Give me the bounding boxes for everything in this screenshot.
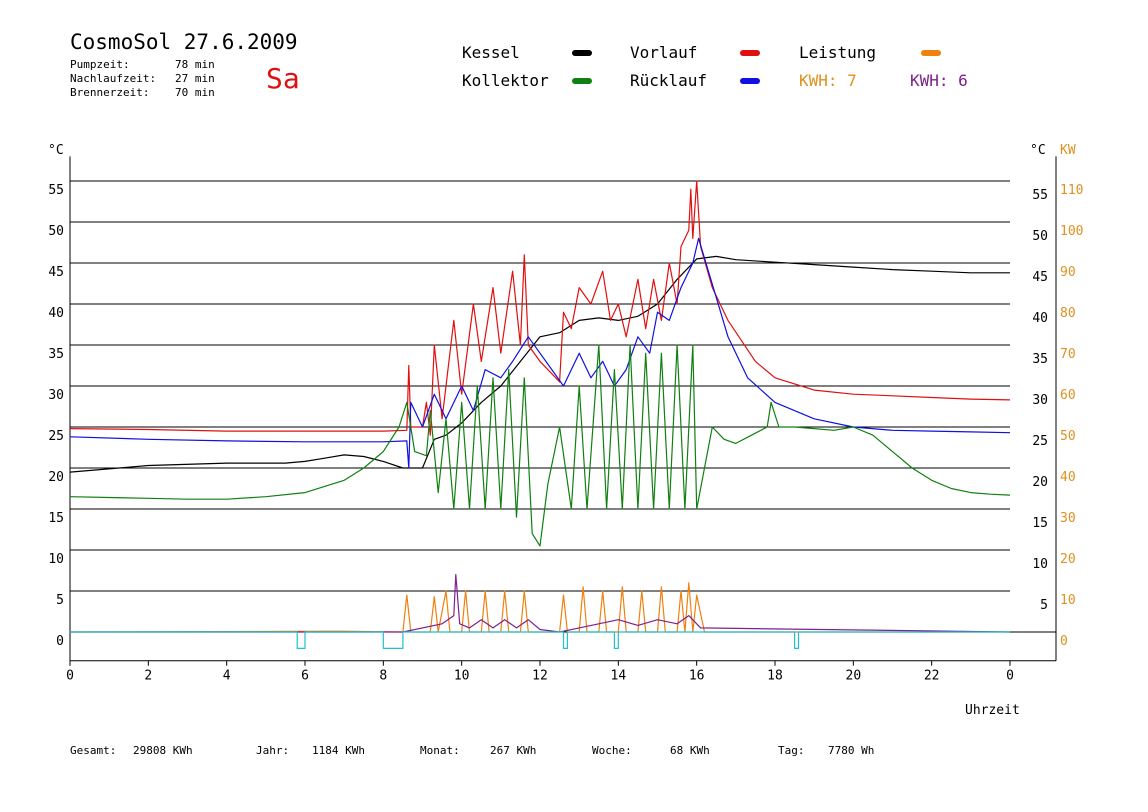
series-kollektor bbox=[69, 344, 1011, 547]
y-tick-right-label: 15 bbox=[1032, 516, 1048, 531]
y-tick-kw-label: 90 bbox=[1060, 265, 1076, 280]
y-tick-right-label: 55 bbox=[1032, 188, 1048, 203]
footer-tag-value: 7780 Wh bbox=[828, 744, 875, 757]
series-r-cklauf bbox=[69, 237, 1011, 469]
x-tick-label: 16 bbox=[689, 669, 705, 684]
legend-vorlauf-label: Vorlauf bbox=[630, 43, 698, 62]
y-tick-kw-label: 100 bbox=[1060, 224, 1083, 239]
legend-ruecklauf-swatch bbox=[740, 78, 760, 84]
stat-brennerzeit-label: Brennerzeit: bbox=[70, 86, 150, 99]
y-tick-right-label: 5 bbox=[1040, 598, 1048, 613]
series-lines bbox=[69, 180, 1011, 649]
y-tick-left-label: 0 bbox=[56, 634, 64, 649]
x-tick-label: 0 bbox=[66, 669, 74, 684]
y-tick-left-label: 30 bbox=[48, 388, 64, 403]
stat-nachlaufzeit-value: 27 min bbox=[175, 72, 215, 85]
y-tick-kw-label: 70 bbox=[1060, 347, 1076, 362]
footer-gesamt-label: Gesamt: bbox=[70, 744, 117, 757]
y-tick-right-label: 50 bbox=[1032, 229, 1048, 244]
x-tick-label: 6 bbox=[301, 669, 309, 684]
x-tick-label: 4 bbox=[223, 669, 231, 684]
x-tick-label: 0 bbox=[1006, 669, 1014, 684]
y-tick-kw-label: 40 bbox=[1060, 470, 1076, 485]
y-tick-right-label: 10 bbox=[1032, 557, 1048, 572]
legend-ruecklauf-label: Rücklauf bbox=[630, 71, 708, 90]
y-tick-right-label: 20 bbox=[1032, 475, 1048, 490]
x-tick-label: 2 bbox=[144, 669, 152, 684]
day-label: Sa bbox=[266, 62, 300, 95]
stat-nachlaufzeit-label: Nachlaufzeit: bbox=[70, 72, 157, 85]
footer-monat-label: Monat: bbox=[420, 744, 460, 757]
x-axis-label: Uhrzeit bbox=[965, 703, 1020, 718]
y-tick-left-label: 55 bbox=[48, 183, 64, 198]
footer-monat-value: 267 KWh bbox=[490, 744, 537, 757]
y-tick-right-label: 40 bbox=[1032, 311, 1048, 326]
stat-pumpzeit-label: Pumpzeit: bbox=[70, 58, 130, 71]
footer-jahr-label: Jahr: bbox=[256, 744, 290, 757]
x-tick-label: 10 bbox=[454, 669, 470, 684]
y-tick-right-label: 25 bbox=[1032, 434, 1048, 449]
y-tick-left-label: 40 bbox=[48, 306, 64, 321]
footer-woche-value: 68 KWh bbox=[670, 744, 710, 757]
y-axis-unit-kw: KW bbox=[1060, 143, 1076, 158]
x-tick-label: 22 bbox=[924, 669, 940, 684]
x-tick-label: 8 bbox=[379, 669, 387, 684]
legend-kessel-label: Kessel bbox=[462, 43, 520, 62]
axes bbox=[69, 156, 1057, 666]
footer-gesamt-value: 29808 KWh bbox=[133, 744, 193, 757]
y-tick-left-label: 5 bbox=[56, 593, 64, 608]
axis-labels: 0 2 4 6 8 10 12 14 16 18 20 22 005101520253035404550… bbox=[48, 143, 1083, 718]
footer-woche-label: Woche: bbox=[592, 744, 632, 757]
legend-leistung-swatch bbox=[921, 50, 941, 56]
y-tick-left-label: 50 bbox=[48, 224, 64, 239]
series-kwh-6 bbox=[70, 574, 1011, 633]
legend-kessel-swatch bbox=[572, 50, 592, 56]
legend-kwh-2: KWH: 6 bbox=[910, 71, 968, 90]
y-tick-right-label: 45 bbox=[1032, 270, 1048, 285]
legend-kollektor-swatch bbox=[572, 78, 592, 84]
footer-tag-label: Tag: bbox=[778, 744, 805, 757]
x-tick-label: 20 bbox=[846, 669, 862, 684]
legend-vorlauf-swatch bbox=[740, 50, 760, 56]
legend-leistung-label: Leistung bbox=[799, 43, 877, 62]
y-tick-kw-label: 0 bbox=[1060, 634, 1068, 649]
y-tick-kw-label: 30 bbox=[1060, 511, 1076, 526]
x-tick-label: 12 bbox=[532, 669, 548, 684]
legend-kollektor-label: Kollektor bbox=[462, 71, 549, 90]
y-tick-kw-label: 60 bbox=[1060, 388, 1076, 403]
stat-brennerzeit-value: 70 min bbox=[175, 86, 215, 99]
y-tick-left-label: 10 bbox=[48, 552, 64, 567]
x-tick-label: 14 bbox=[611, 669, 627, 684]
grid-lines bbox=[70, 180, 1010, 633]
legend-kwh-1: KWH: 7 bbox=[799, 71, 857, 90]
stat-pumpzeit-value: 78 min bbox=[175, 58, 215, 71]
y-tick-left-label: 25 bbox=[48, 429, 64, 444]
y-tick-kw-label: 110 bbox=[1060, 183, 1083, 198]
y-tick-kw-label: 80 bbox=[1060, 306, 1076, 321]
y-tick-kw-label: 20 bbox=[1060, 552, 1076, 567]
y-tick-kw-label: 10 bbox=[1060, 593, 1076, 608]
y-tick-left-label: 15 bbox=[48, 511, 64, 526]
series-brenner bbox=[70, 631, 1010, 649]
series-vorlauf bbox=[69, 180, 1011, 436]
footer-jahr-value: 1184 KWh bbox=[312, 744, 365, 757]
y-tick-left-label: 45 bbox=[48, 265, 64, 280]
y-axis-unit-right: °C bbox=[1030, 143, 1046, 158]
y-tick-right-label: 35 bbox=[1032, 352, 1048, 367]
y-tick-left-label: 20 bbox=[48, 470, 64, 485]
series-kessel bbox=[69, 255, 1010, 473]
y-tick-kw-label: 50 bbox=[1060, 429, 1076, 444]
y-tick-right-label: 30 bbox=[1032, 393, 1048, 408]
chart-title: CosmoSol 27.6.2009 bbox=[70, 30, 298, 54]
y-axis-unit-left: °C bbox=[48, 143, 64, 158]
x-tick-label: 18 bbox=[767, 669, 783, 684]
y-tick-left-label: 35 bbox=[48, 347, 64, 362]
series-leistung bbox=[69, 582, 1010, 633]
